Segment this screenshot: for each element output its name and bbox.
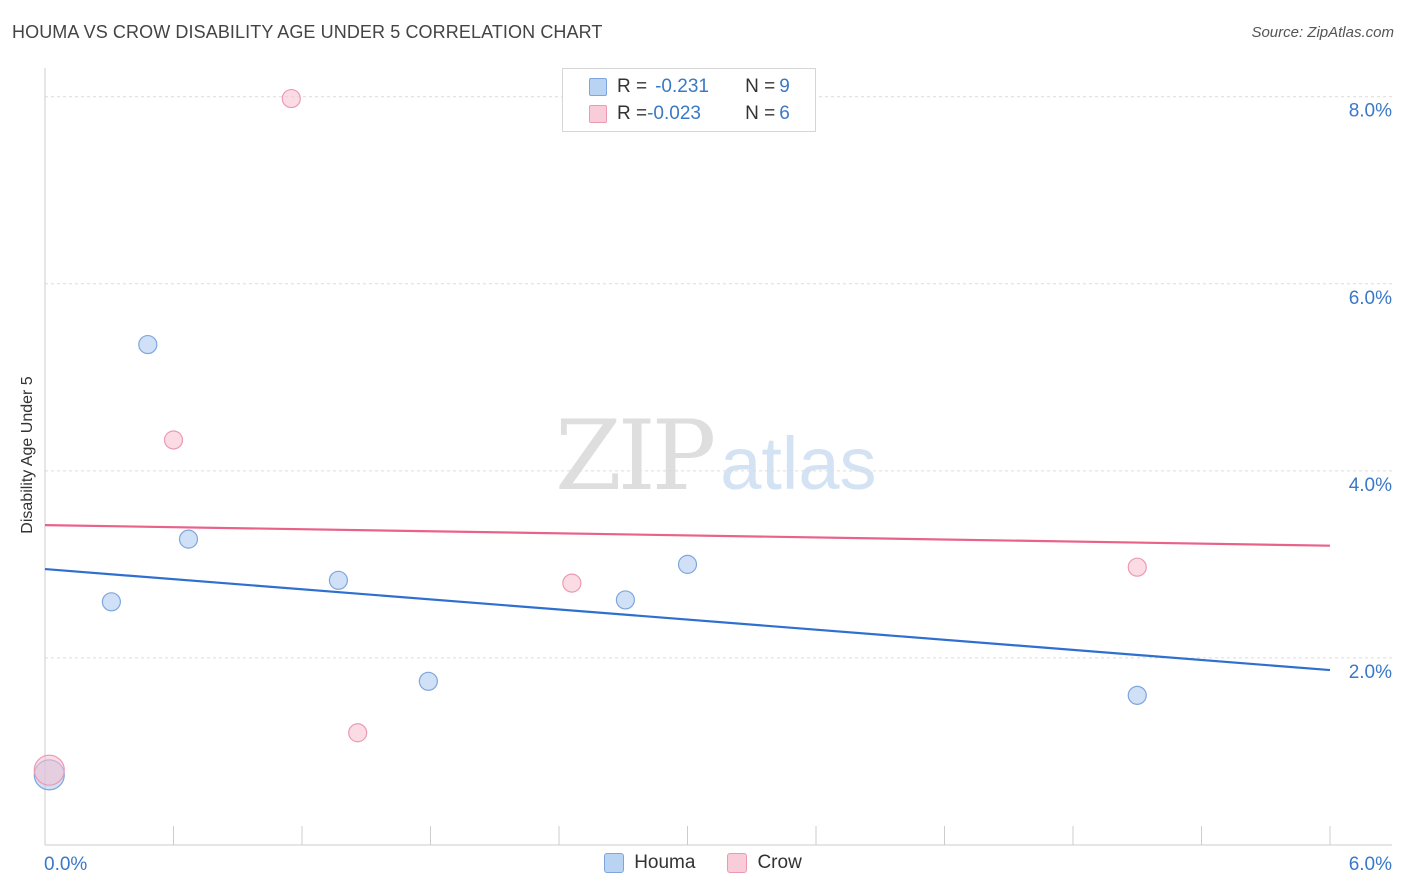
- crow-point: [562, 573, 582, 593]
- houma-point: [677, 554, 698, 574]
- legend-row-houma: R = -0.231 N = 9: [589, 74, 790, 100]
- houma-legend-label: Houma: [634, 852, 696, 873]
- legend-item-crow[interactable]: Crow: [727, 852, 802, 874]
- crow-point: [348, 723, 368, 743]
- houma-point: [178, 529, 199, 549]
- houma-n-value: 9: [779, 76, 790, 97]
- crow-n-value: 6: [779, 103, 790, 124]
- x-tick-label: 6.0%: [1349, 854, 1392, 875]
- source-label: Source: ZipAtlas.com: [1251, 24, 1394, 41]
- houma-point: [328, 570, 349, 590]
- crow-n-label: N =: [745, 103, 776, 124]
- legend-item-houma[interactable]: Houma: [604, 852, 695, 874]
- chart-title: HOUMA VS CROW DISABILITY AGE UNDER 5 COR…: [12, 22, 603, 42]
- crow-legend-swatch-icon: [727, 853, 748, 873]
- crow-r-label: R =: [617, 103, 648, 124]
- houma-r-label: R =: [617, 76, 648, 97]
- houma-r-value: -0.231: [655, 76, 709, 97]
- crow-trend-line: [44, 524, 1331, 547]
- y-tick-label: 6.0%: [1349, 288, 1392, 309]
- y-tick-label: 2.0%: [1349, 662, 1392, 683]
- houma-swatch-icon: [589, 78, 607, 96]
- houma-point: [615, 590, 635, 610]
- crow-point: [163, 430, 184, 450]
- crow-point: [1127, 557, 1147, 577]
- houma-point: [138, 334, 158, 355]
- houma-n-label: N =: [745, 76, 776, 97]
- x-tick-label: 0.0%: [44, 854, 87, 875]
- stats-legend: R = -0.231 N = 9 R = -0.023 N = 6: [562, 68, 816, 132]
- houma-point: [418, 671, 438, 691]
- houma-point: [1127, 685, 1147, 705]
- houma-point: [101, 592, 121, 612]
- crow-legend-label: Crow: [757, 852, 802, 873]
- series-legend: Houma Crow: [0, 852, 1406, 874]
- houma-trend-line: [44, 567, 1331, 672]
- crow-point: [33, 754, 65, 786]
- legend-row-crow: R = -0.023 N = 6: [589, 101, 790, 127]
- crow-swatch-icon: [589, 105, 607, 123]
- crow-point: [281, 88, 301, 109]
- houma-legend-swatch-icon: [604, 853, 625, 873]
- y-tick-label: 4.0%: [1349, 475, 1392, 496]
- crow-r-value: -0.023: [647, 103, 701, 124]
- y-tick-label: 8.0%: [1349, 101, 1392, 122]
